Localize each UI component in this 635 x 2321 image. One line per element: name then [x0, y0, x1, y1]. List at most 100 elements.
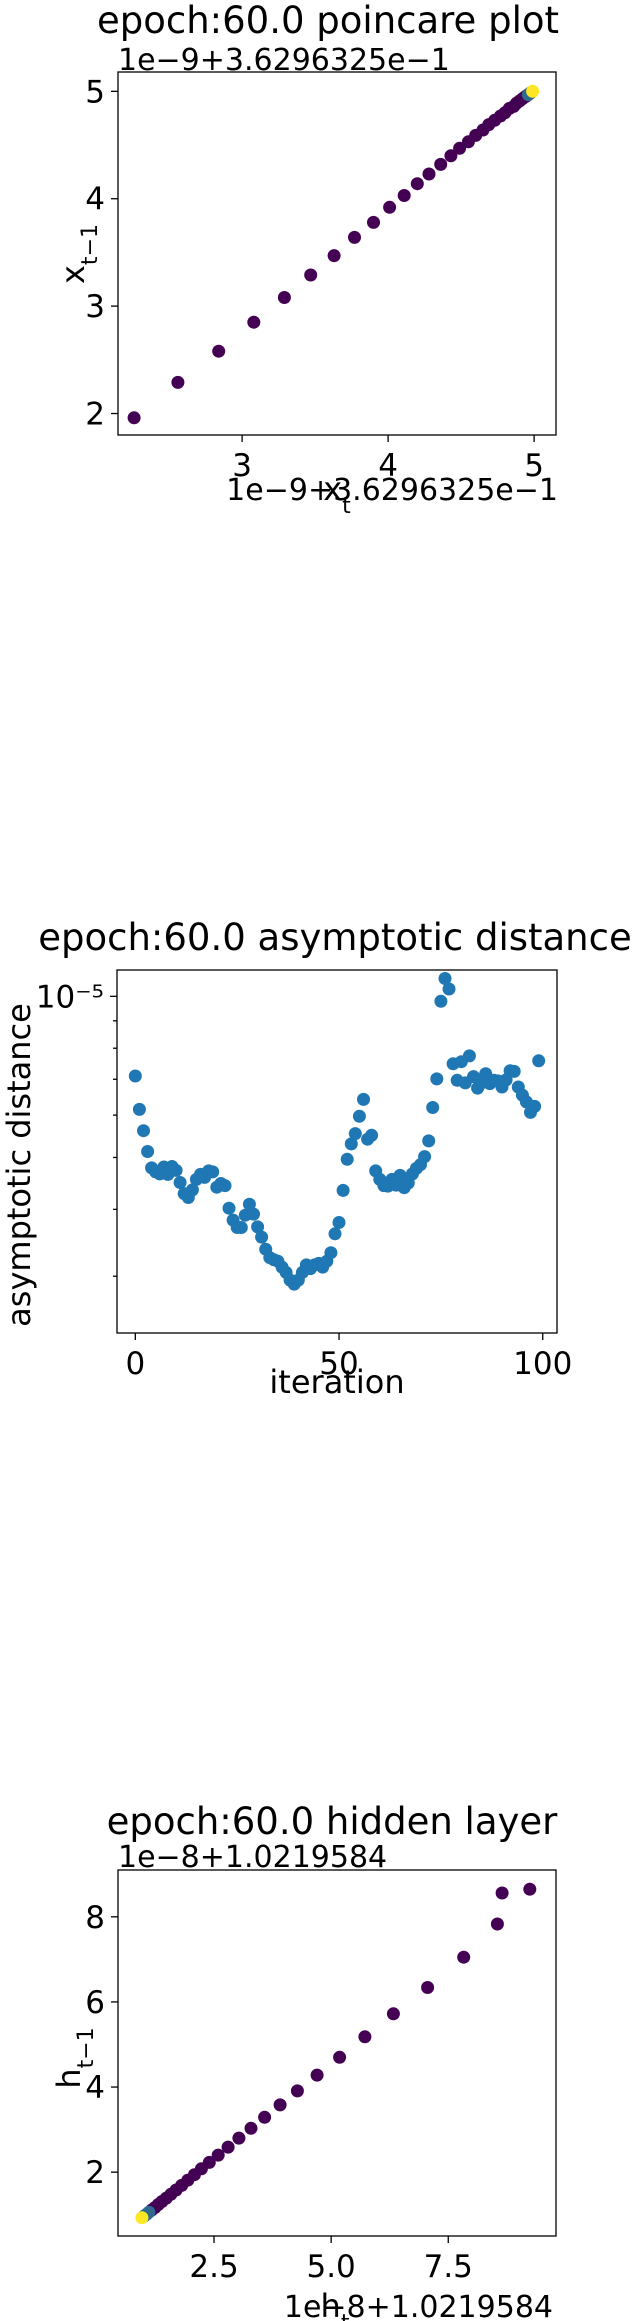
- y-tick-label: 8: [85, 1900, 105, 1936]
- data-point: [185, 1183, 199, 1197]
- y-tick-label: 3: [85, 289, 105, 325]
- y-axis-label: asymptotic distance: [0, 1003, 38, 1327]
- data-point: [348, 1127, 362, 1141]
- data-point: [247, 1207, 260, 1221]
- data-point: [352, 1109, 366, 1123]
- data-points: [127, 84, 540, 425]
- chart-title: epoch:60.0 hidden layer: [107, 1800, 559, 1843]
- x-axis-label: iteration: [269, 1363, 404, 1401]
- data-point: [277, 291, 291, 304]
- x-tick-label: 0: [125, 1346, 145, 1382]
- data-point: [421, 1981, 435, 1994]
- data-point: [434, 994, 448, 1008]
- data-point: [251, 1220, 265, 1234]
- data-point: [212, 344, 226, 358]
- data-point: [495, 1886, 509, 1900]
- x-tick-label: 50: [319, 1346, 358, 1382]
- x-tick-label: 7.5: [424, 2249, 473, 2285]
- y-tick-label: 6: [85, 1985, 105, 2021]
- chart-title: epoch:60.0 poincare plot: [97, 0, 559, 42]
- data-point: [490, 1917, 504, 1931]
- data-point: [367, 215, 380, 229]
- data-point: [327, 249, 341, 263]
- data-point: [426, 1101, 440, 1114]
- data-point: [357, 1092, 370, 1106]
- data-point: [324, 1246, 338, 1260]
- data-point: [255, 1230, 269, 1244]
- x-tick-label: 100: [513, 1346, 572, 1382]
- data-point: [232, 2131, 246, 2145]
- data-points: [135, 1882, 537, 2225]
- chart-title: epoch:60.0 asymptotic distance: [38, 916, 631, 959]
- data-point: [222, 1201, 236, 1215]
- plot-frame: [116, 969, 558, 1334]
- y-offset-label: 1e−9+3.6296325e−1: [118, 43, 450, 78]
- y-tick-label: 5: [85, 74, 105, 110]
- data-point: [434, 157, 448, 171]
- data-point: [532, 1054, 546, 1068]
- poincare-chart: epoch:60.0 poincare plot 1e−9+3.6296325e…: [54, 0, 559, 519]
- data-point: [348, 230, 361, 244]
- data-point: [523, 1882, 537, 1896]
- data-point: [340, 1152, 354, 1166]
- data-point: [273, 2098, 287, 2112]
- x-axis-ticks: 3 4 5: [232, 435, 544, 484]
- data-point: [127, 411, 141, 425]
- data-point: [132, 1102, 146, 1116]
- y-axis-ticks: 2 4 6 8: [85, 1900, 118, 2191]
- data-point: [328, 1227, 342, 1241]
- data-point: [310, 2068, 324, 2082]
- data-point: [171, 375, 185, 389]
- data-point: [173, 1176, 187, 1189]
- data-point: [528, 1099, 542, 1113]
- data-point: [386, 2007, 400, 2021]
- data-point: [462, 1049, 476, 1063]
- x-tick-label: 4: [378, 448, 398, 484]
- data-points: [128, 972, 546, 1291]
- data-point: [344, 1137, 358, 1151]
- data-point: [290, 2084, 304, 2098]
- data-point: [444, 149, 458, 163]
- plot-frame: [117, 71, 557, 436]
- data-point: [336, 1183, 350, 1197]
- x-tick-label: 2.5: [189, 2249, 238, 2285]
- data-point: [418, 1150, 432, 1164]
- x-axis-ticks: 2.5 5.0 7.5: [189, 2236, 473, 2285]
- x-tick-label: 5: [524, 448, 544, 484]
- y-tick-label: 4: [85, 2070, 105, 2106]
- data-point: [393, 1168, 407, 1182]
- data-point: [383, 200, 397, 214]
- data-point: [422, 167, 436, 181]
- data-point: [397, 189, 411, 202]
- data-point: [422, 1134, 436, 1148]
- data-point: [247, 315, 261, 329]
- data-point: [526, 84, 540, 98]
- y-tick-label: 2: [85, 397, 105, 433]
- x-offset-label: 1e−8+1.0219584: [284, 2290, 553, 2321]
- data-point: [128, 1069, 142, 1083]
- x-axis-ticks: 0 50 100: [125, 1333, 572, 1382]
- data-point: [169, 1163, 183, 1177]
- data-point: [333, 2050, 347, 2064]
- data-point: [304, 268, 318, 282]
- y-axis-label: xt−1: [54, 224, 103, 284]
- data-point: [242, 1197, 256, 1211]
- y-axis-ticks: 2 3 4 5: [85, 74, 118, 433]
- data-point: [258, 2110, 272, 2124]
- hidden-layer-chart: epoch:60.0 hidden layer 1e−8+1.0219584 2…: [50, 1800, 559, 2321]
- data-point: [430, 1072, 444, 1086]
- y-axis-ticks: 10⁻⁵: [36, 979, 117, 1277]
- y-tick-label: 4: [85, 182, 105, 218]
- data-point: [442, 982, 456, 996]
- data-point: [135, 2211, 149, 2225]
- data-point: [137, 1124, 150, 1138]
- data-point: [332, 1216, 346, 1229]
- data-point: [438, 972, 452, 985]
- data-point: [358, 2030, 372, 2044]
- data-point: [365, 1128, 379, 1142]
- plot-frame: [117, 1869, 557, 2237]
- y-tick-label: 10⁻⁵: [36, 979, 104, 1015]
- data-point: [410, 177, 424, 191]
- data-point: [507, 1064, 521, 1078]
- asymptotic-distance-chart: epoch:60.0 asymptotic distance 0 50 100 10…: [0, 916, 632, 1401]
